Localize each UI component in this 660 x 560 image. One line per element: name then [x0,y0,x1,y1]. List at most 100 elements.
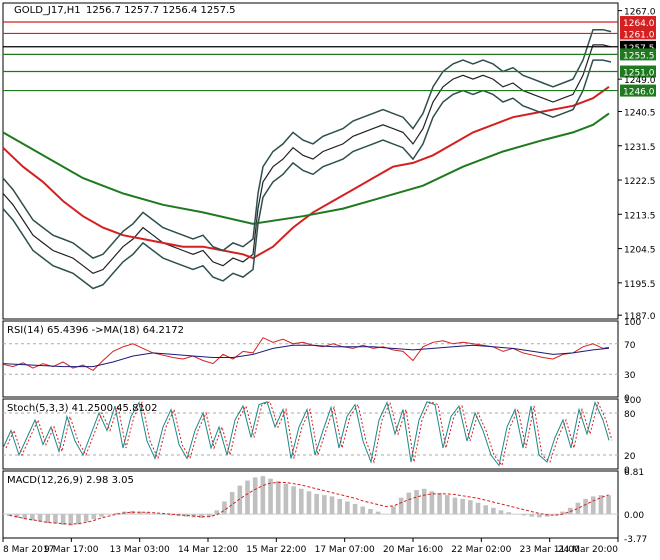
price-level-tag-5 [620,84,656,97]
x-tick-label-0: 8 Mar 2017 [3,545,54,555]
macd-bar [606,495,611,515]
macd-bar [575,502,581,515]
price-level-tag-0 [620,16,656,29]
macd-bar [498,510,504,515]
macd-y-tick-label-2: -3.77 [624,535,647,545]
macd-bar [337,498,343,515]
price-level-label-5: 1246.0 [623,88,655,98]
macd-bar [137,511,143,515]
macd-bar [260,476,266,515]
macd-bar [360,506,366,515]
price-ohlc-readout: 1256.7 1257.7 1256.4 1257.5 [86,5,236,16]
macd-bar [544,514,550,517]
x-tick-label-5: 17 Mar 07:00 [315,545,375,555]
stoch-signal-line-0 [5,401,613,467]
macd-bar [460,498,465,515]
x-tick-label-8: 23 Mar 11:00 [520,545,580,555]
macd-bar [114,512,120,515]
stoch-main-line-0 [2,401,610,467]
macd-bar [76,514,81,525]
price-level-label-1: 1261.0 [623,30,655,40]
macd-bar [491,507,496,515]
macd-bar [368,509,373,515]
macd-bar [429,491,435,515]
macd-y-tick-label-1: 0.00 [624,511,644,521]
macd-bar [229,491,235,515]
macd-bar [168,514,173,516]
macd-bar [199,514,204,518]
x-tick-label-4: 15 Mar 22:00 [246,545,306,555]
macd-bar [291,486,296,515]
macd-bar [483,505,488,515]
price-y-tick-label-0: 1267.0 [624,8,656,18]
macd-bar [391,506,396,515]
macd-bar [283,483,289,515]
macd-bar [252,477,258,515]
macd-bar [345,501,350,515]
axes: 1267.0 1249.0 1240.5 1231.5 1222.5 1213.5 1204… [2,8,656,555]
macd-bar [375,511,381,515]
x-tick-label-3: 14 Mar 12:00 [178,545,238,555]
rsi-series-line-0 [2,337,610,372]
macd-bar [68,514,74,526]
macd-y-tick-label-0: 6.81 [624,468,644,478]
price-series-line-1 [2,85,610,260]
macd-bar [475,502,481,515]
rsi-y-tick-label-0: 100 [624,318,641,328]
stoch-y-tick-label-0: 100 [624,396,641,406]
stoch-y-tick-label-3: 0 [624,466,630,476]
macd-bar [298,488,304,515]
macd-bar [598,495,604,515]
price-series-line-2 [2,112,610,225]
macd-bar [452,497,458,515]
macd-bar [45,514,51,523]
chart-panels [2,2,619,539]
macd-bar [567,507,573,515]
macd-bar [222,501,227,515]
macd-bar [145,512,150,515]
macd-bar [37,514,43,522]
macd-panel-frame [2,470,619,539]
macd-bar [206,514,212,517]
macd-bar [214,510,220,515]
price-y-tick-label-8: 1187.0 [624,312,656,322]
macd-bar [529,514,535,517]
rsi-series [2,337,618,375]
price-series [2,28,612,290]
macd-bar [521,514,527,516]
rsi-series-line-1 [2,344,610,368]
price-panel-frame [2,2,619,320]
macd-bar [30,514,35,521]
macd-bar [83,514,89,522]
price-y-tick-label-7: 1195.5 [624,280,656,290]
macd-bar [352,503,358,515]
price-y-tick-label-2: 1240.5 [624,109,656,119]
stoch-y-tick-label-1: 80 [624,410,636,420]
macd-bar [406,492,412,515]
macd-bar [506,512,512,515]
macd-signal-line [9,482,609,525]
macd-bar [468,500,473,515]
stoch-panel-frame [2,398,619,470]
x-tick-label-9: 24 Mar 20:00 [558,545,618,555]
macd-bar [160,514,166,515]
rsi-panel-title: RSI(14) 65.4396 ->MA(18) 64.2172 [7,325,184,336]
macd-bar [583,498,588,515]
price-level-tag-4 [620,65,656,78]
macd-bar [414,490,419,515]
macd-bar [268,478,273,515]
macd-bar [560,511,565,515]
macd-bar [183,514,189,517]
macd-bar [398,497,404,515]
stoch-series [2,401,618,467]
macd-bar [444,495,450,515]
stoch-panel-title: Stoch(5,3,3) 41.2500 45.8102 [7,403,158,414]
price-level-label-0: 1264.0 [623,19,655,29]
price-series-line-0 [2,44,612,274]
macd-bar [537,514,542,518]
macd-bar [237,485,243,515]
macd-bar [322,495,327,515]
macd-bar [329,496,335,515]
